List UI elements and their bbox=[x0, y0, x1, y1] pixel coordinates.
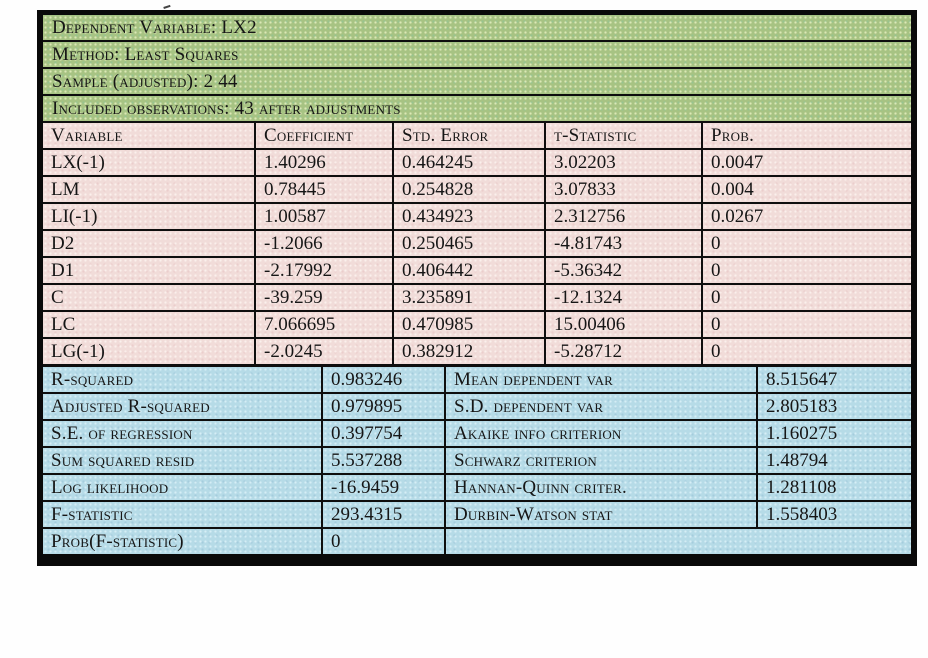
regression-output-table: Dependent Variable: LX2 Method: Least Sq… bbox=[37, 10, 917, 566]
stat-value: 1.281108 bbox=[766, 477, 837, 498]
cell-t-statistic: -5.28712 bbox=[546, 339, 703, 364]
cell-std-error: 0.470985 bbox=[394, 312, 546, 337]
cell-std-error: 0.406442 bbox=[394, 258, 546, 283]
cell-coefficient: 0.78445 bbox=[256, 177, 394, 202]
stat-label: Akaike info criterion bbox=[446, 421, 758, 446]
coef-row-li-1: LI(-1) 1.00587 0.434923 2.312756 0.0267 bbox=[43, 204, 911, 231]
cell-prob: 0.004 bbox=[711, 179, 754, 200]
cell-std-error: 0.250465 bbox=[394, 231, 546, 256]
cell-coefficient: -2.0245 bbox=[256, 339, 394, 364]
col-header-coefficient: Coefficient bbox=[256, 123, 394, 148]
stats-row-adjusted-r-squared: Adjusted R-squared 0.979895 S.D. depende… bbox=[43, 394, 911, 421]
stat-value: 2.805183 bbox=[766, 396, 838, 417]
coef-row-lm: LM 0.78445 0.254828 3.07833 0.004 bbox=[43, 177, 911, 204]
stat-value: 8.515647 bbox=[766, 369, 838, 390]
coef-row-lc: LC 7.066695 0.470985 15.00406 0 bbox=[43, 312, 911, 339]
stat-label: S.E. of regression bbox=[43, 421, 323, 446]
cell-t-statistic: -5.36342 bbox=[546, 258, 703, 283]
cell-t-statistic: -12.1324 bbox=[546, 285, 703, 310]
cell-std-error: 0.434923 bbox=[394, 204, 546, 229]
stat-label: R-squared bbox=[43, 367, 323, 392]
cell-std-error: 0.382912 bbox=[394, 339, 546, 364]
cell-prob: 0 bbox=[711, 314, 721, 335]
info-row-method: Method: Least Squares bbox=[43, 42, 911, 69]
stats-row-se-of-regression: S.E. of regression 0.397754 Akaike info … bbox=[43, 421, 911, 448]
stat-value: 0 bbox=[323, 529, 446, 554]
cell-std-error: 0.464245 bbox=[394, 150, 546, 175]
stats-row-prob-f-statistic: Prob(F-statistic) 0 bbox=[43, 529, 911, 554]
stat-label: Hannan-Quinn criter. bbox=[446, 475, 758, 500]
cell-coefficient: -1.2066 bbox=[256, 231, 394, 256]
stat-label: Adjusted R-squared bbox=[43, 394, 323, 419]
cell-prob: 0 bbox=[711, 341, 721, 362]
stats-row-log-likelihood: Log likelihood -16.9459 Hannan-Quinn cri… bbox=[43, 475, 911, 502]
info-row-sample: Sample (adjusted): 2 44 bbox=[43, 69, 911, 96]
stat-value: 1.160275 bbox=[766, 423, 838, 444]
stat-label: F-statistic bbox=[43, 502, 323, 527]
stat-label: Log likelihood bbox=[43, 475, 323, 500]
stat-value: 0.397754 bbox=[323, 421, 446, 446]
col-header-variable: Variable bbox=[43, 123, 256, 148]
cell-coefficient: 7.066695 bbox=[256, 312, 394, 337]
col-header-std-error: Std. Error bbox=[394, 123, 546, 148]
coef-row-c: C -39.259 3.235891 -12.1324 0 bbox=[43, 285, 911, 312]
stat-value: 0.979895 bbox=[323, 394, 446, 419]
stat-label: Durbin-Watson stat bbox=[446, 502, 758, 527]
cell-std-error: 3.235891 bbox=[394, 285, 546, 310]
cell-t-statistic: 2.312756 bbox=[546, 204, 703, 229]
cell-prob: 0 bbox=[711, 233, 721, 254]
coef-row-lx-1: LX(-1) 1.40296 0.464245 3.02203 0.0047 bbox=[43, 150, 911, 177]
cell-prob: 0 bbox=[711, 260, 721, 281]
col-header-prob: Prob. bbox=[711, 125, 755, 146]
cell-t-statistic: 3.07833 bbox=[546, 177, 703, 202]
cell-t-statistic: 15.00406 bbox=[546, 312, 703, 337]
cell-variable: LC bbox=[43, 312, 256, 337]
cell-std-error: 0.254828 bbox=[394, 177, 546, 202]
cell-coefficient: 1.40296 bbox=[256, 150, 394, 175]
stats-row-sum-squared-resid: Sum squared resid 5.537288 Schwarz crite… bbox=[43, 448, 911, 475]
coef-row-d1: D1 -2.17992 0.406442 -5.36342 0 bbox=[43, 258, 911, 285]
stat-label: Prob(F-statistic) bbox=[43, 529, 323, 554]
cell-t-statistic: 3.02203 bbox=[546, 150, 703, 175]
cell-prob: 0.0047 bbox=[711, 152, 764, 173]
stats-row-r-squared: R-squared 0.983246 Mean dependent var 8.… bbox=[43, 367, 911, 394]
coef-row-lg-1: LG(-1) -2.0245 0.382912 -5.28712 0 bbox=[43, 339, 911, 367]
cell-coefficient: -39.259 bbox=[256, 285, 394, 310]
cell-variable: LG(-1) bbox=[43, 339, 256, 364]
cell-prob: 0 bbox=[711, 287, 721, 308]
stat-label: S.D. dependent var bbox=[446, 394, 758, 419]
stat-label: Schwarz criterion bbox=[446, 448, 758, 473]
stat-value: 5.537288 bbox=[323, 448, 446, 473]
info-row-dependent-variable: Dependent Variable: LX2 bbox=[43, 15, 911, 42]
cell-t-statistic: -4.81743 bbox=[546, 231, 703, 256]
cell-coefficient: 1.00587 bbox=[256, 204, 394, 229]
stat-value: 293.4315 bbox=[323, 502, 446, 527]
cell-prob: 0.0267 bbox=[711, 206, 764, 227]
cell-variable: D1 bbox=[43, 258, 256, 283]
stat-value: -16.9459 bbox=[323, 475, 446, 500]
coef-header-row: Variable Coefficient Std. Error t-Statis… bbox=[43, 123, 911, 150]
stats-row-f-statistic: F-statistic 293.4315 Durbin-Watson stat … bbox=[43, 502, 911, 529]
cell-variable: C bbox=[43, 285, 256, 310]
cell-variable: LM bbox=[43, 177, 256, 202]
stat-value: 0.983246 bbox=[323, 367, 446, 392]
cell-variable: D2 bbox=[43, 231, 256, 256]
stray-mark bbox=[162, 2, 171, 9]
stat-label: Mean dependent var bbox=[446, 367, 758, 392]
coef-row-d2: D2 -1.2066 0.250465 -4.81743 0 bbox=[43, 231, 911, 258]
cell-coefficient: -2.17992 bbox=[256, 258, 394, 283]
empty-cell bbox=[446, 529, 911, 554]
cell-variable: LX(-1) bbox=[43, 150, 256, 175]
info-row-included-observations: Included observations: 43 after adjustme… bbox=[43, 96, 911, 123]
col-header-t-statistic: t-Statistic bbox=[546, 123, 703, 148]
stat-value: 1.48794 bbox=[766, 450, 828, 471]
cell-variable: LI(-1) bbox=[43, 204, 256, 229]
stat-label: Sum squared resid bbox=[43, 448, 323, 473]
stat-value: 1.558403 bbox=[766, 504, 838, 525]
